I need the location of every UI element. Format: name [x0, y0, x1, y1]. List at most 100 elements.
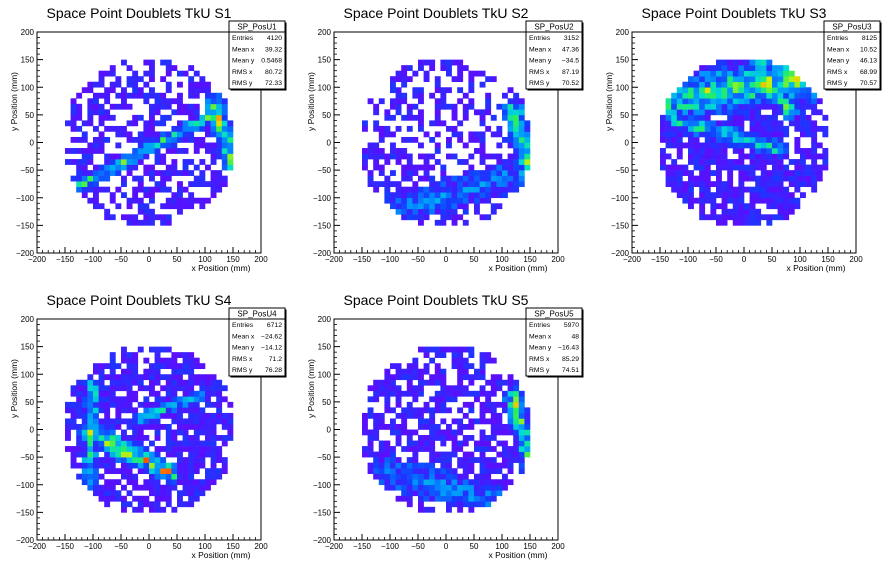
heatmap-cell [188, 114, 195, 121]
heatmap-cell [485, 407, 492, 414]
heatmap-cell [143, 70, 150, 77]
heatmap-cell [800, 98, 806, 105]
heatmap-cell [507, 385, 514, 392]
heatmap-cell [76, 148, 83, 154]
heatmap-cell [490, 462, 497, 469]
heatmap-cell [171, 506, 178, 513]
heatmap-cell [451, 501, 458, 508]
heatmap-cell [165, 479, 172, 486]
heatmap-cell [721, 219, 728, 226]
heatmap-cell [188, 197, 195, 204]
heatmap-cell [721, 131, 728, 138]
heatmap-cell [70, 125, 77, 132]
heatmap-cell [727, 114, 734, 121]
heatmap-cell [518, 148, 525, 154]
stats-row-value: −16.43 [558, 345, 579, 352]
heatmap-cell [98, 429, 105, 436]
heatmap-cell [121, 484, 127, 491]
heatmap-cell [524, 435, 531, 441]
heatmap-cell [132, 440, 139, 447]
heatmap-cell [384, 192, 391, 199]
heatmap-cell [418, 142, 424, 149]
heatmap-cell [188, 407, 195, 414]
heatmap-cell [462, 423, 469, 430]
heatmap-cell [518, 457, 525, 463]
heatmap-cell [362, 164, 368, 171]
heatmap-cell [507, 462, 514, 469]
heatmap-cell [93, 109, 99, 116]
heatmap-cell [121, 103, 127, 110]
heatmap-cell [137, 457, 144, 463]
heatmap-cell [121, 435, 127, 441]
heatmap-cell [87, 446, 94, 452]
heatmap-cell [688, 186, 694, 193]
heatmap-cell [121, 501, 127, 508]
heatmap-cell [490, 379, 497, 386]
heatmap-cell [468, 506, 475, 513]
heatmap-cell [406, 208, 413, 215]
heatmap-cell [87, 109, 94, 116]
heatmap-cell [109, 401, 116, 408]
heatmap-cell [721, 159, 728, 165]
heatmap-cell [373, 451, 380, 458]
heatmap-cell [109, 468, 116, 475]
y-tick-label: 100 [21, 370, 35, 379]
heatmap-cell [362, 120, 368, 127]
heatmap-cell [188, 401, 195, 408]
heatmap-cell [485, 186, 492, 193]
heatmap-cell [755, 92, 762, 99]
heatmap-cell [390, 462, 396, 469]
heatmap-cell [384, 390, 391, 397]
heatmap-cell [171, 418, 178, 425]
heatmap-cell [496, 440, 503, 447]
heatmap-cell [384, 197, 391, 204]
heatmap-cell [446, 506, 452, 513]
heatmap-cell [485, 76, 492, 83]
y-tick-label: 200 [318, 315, 332, 324]
heatmap-cell [384, 457, 391, 463]
heatmap-cell [772, 181, 778, 188]
heatmap-cell [676, 87, 683, 94]
heatmap-cell [496, 153, 503, 160]
heatmap-cell [451, 446, 458, 452]
heatmap-cell [749, 214, 756, 221]
heatmap-cell [154, 136, 161, 143]
x-tick-label: 150 [523, 255, 537, 264]
heatmap-cell [693, 125, 700, 132]
y-tick-label: 0 [625, 139, 630, 148]
heatmap-cell [749, 148, 756, 154]
heatmap-cell [221, 142, 228, 149]
heatmap-cell [513, 170, 520, 176]
heatmap-cell [744, 214, 750, 221]
heatmap-cell [115, 412, 122, 419]
heatmap-cell [479, 429, 486, 436]
heatmap-cell [429, 495, 436, 502]
heatmap-cell [507, 479, 514, 486]
heatmap-cell [805, 120, 812, 127]
heatmap-cell [749, 109, 756, 116]
heatmap-cell [182, 473, 189, 480]
heatmap-cell [822, 159, 829, 165]
heatmap-cell [93, 203, 99, 210]
heatmap-cell [721, 153, 728, 160]
heatmap-cell [688, 98, 694, 105]
heatmap-cell [154, 418, 161, 425]
heatmap-cell [423, 76, 430, 83]
heatmap-cell [693, 87, 700, 94]
heatmap-cell [188, 396, 195, 403]
heatmap-cell [429, 374, 436, 381]
heatmap-cell [216, 109, 223, 116]
heatmap-cell [462, 435, 469, 441]
heatmap-cell [418, 440, 424, 447]
heatmap-cell [199, 440, 206, 447]
heatmap-cell [126, 197, 133, 204]
heatmap-cell [440, 368, 447, 375]
heatmap-cell [811, 170, 818, 176]
heatmap-cell [800, 87, 806, 94]
heatmap-cell [451, 114, 458, 121]
heatmap-cell [126, 385, 133, 392]
heatmap-cell [468, 435, 475, 441]
heatmap-cell [479, 136, 486, 143]
heatmap-cell [502, 92, 508, 99]
